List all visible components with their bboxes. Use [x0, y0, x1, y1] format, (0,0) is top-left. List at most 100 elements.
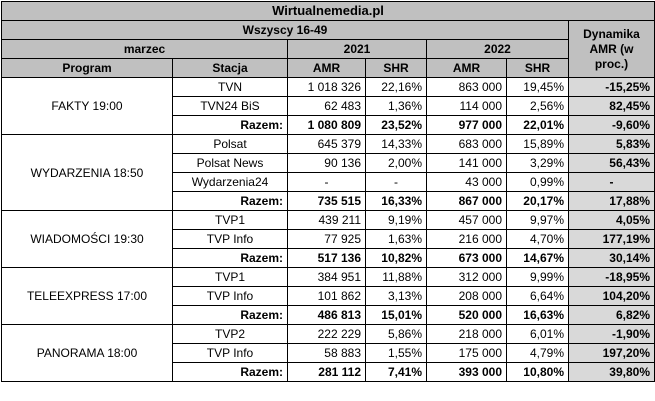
station-cell: Razem:: [172, 191, 288, 211]
station-column-header: Stacja: [172, 58, 288, 78]
program-name-cell: PANORAMA 18:00: [1, 324, 173, 382]
dynamics-cell: 56,43%: [568, 153, 655, 173]
shr-2021-cell: 3,13%: [365, 286, 427, 306]
dynamics-cell: 82,45%: [568, 96, 655, 116]
dynamics-cell: 30,14%: [568, 248, 655, 268]
shr-2022-cell: 6,64%: [506, 286, 569, 306]
station-cell: TVP1: [172, 210, 288, 230]
program-name-cell: FAKTY 19:00: [1, 77, 173, 135]
station-cell: TVP Info: [172, 286, 288, 306]
station-cell: TVP Info: [172, 343, 288, 363]
amr-2021-cell: 77 925: [287, 229, 366, 249]
shr-2021-cell: 14,33%: [365, 134, 427, 154]
table-row: FAKTY 19:00 TVN 1 018 326 22,16% 863 000 19,4…: [1, 77, 655, 135]
amr-2022-cell: 977 000: [426, 115, 507, 135]
station-cell: Razem:: [172, 305, 288, 325]
dynamics-cell: 104,20%: [568, 286, 655, 306]
table-total-row: Razem: 281 112 7,41% 393 000 10,80% 39,80%: [2, 362, 655, 382]
dynamics-cell: -1,90%: [568, 324, 655, 344]
station-cell: Polsat News: [172, 153, 288, 173]
amr-2022-cell: 673 000: [426, 248, 507, 268]
station-cell: Polsat: [172, 134, 288, 154]
station-cell: Razem:: [172, 362, 288, 382]
audience-header: Wszyscy 16-49: [1, 20, 569, 40]
amr-2022-column-header: AMR: [426, 58, 507, 78]
month-header: marzec: [1, 39, 288, 59]
shr-2022-cell: 6,01%: [506, 324, 569, 344]
amr-2021-column-header: AMR: [287, 58, 366, 78]
shr-2022-cell: 4,79%: [506, 343, 569, 363]
shr-2022-cell: 10,80%: [506, 362, 569, 382]
program-column-header: Program: [1, 58, 173, 78]
ratings-table: Wirtualnemedia.pl Wszyscy 16-49 Dynamika…: [1, 1, 655, 382]
station-cell: Wydarzenia24: [172, 172, 288, 192]
table-row: TVP Info 101 862 3,13% 208 000 6,64% 104,20%: [2, 286, 655, 306]
shr-2022-cell: 20,17%: [506, 191, 569, 211]
dynamics-header: Dynamika AMR (w proc.): [568, 20, 655, 78]
amr-2021-cell: 58 883: [287, 343, 366, 363]
amr-2022-cell: 218 000: [426, 324, 507, 344]
dynamics-cell: 197,20%: [568, 343, 655, 363]
program-name-cell: WYDARZENIA 18:50: [1, 134, 173, 211]
shr-2022-column-header: SHR: [506, 58, 569, 78]
amr-2021-cell: 1 080 809: [287, 115, 366, 135]
shr-2022-cell: 9,97%: [506, 210, 569, 230]
shr-2022-cell: 4,70%: [506, 229, 569, 249]
shr-2021-cell: 2,00%: [365, 153, 427, 173]
amr-2021-cell: 735 515: [287, 191, 366, 211]
station-cell: TVP2: [172, 324, 288, 344]
amr-2022-cell: 457 000: [426, 210, 507, 230]
amr-2022-cell: 114 000: [426, 96, 507, 116]
shr-2021-cell: 23,52%: [365, 115, 427, 135]
station-cell: TVN24 BiS: [172, 96, 288, 116]
shr-2022-cell: 9,99%: [506, 267, 569, 287]
amr-2022-cell: 312 000: [426, 267, 507, 287]
amr-2022-cell: 216 000: [426, 229, 507, 249]
amr-2021-cell: 62 483: [287, 96, 366, 116]
shr-2021-cell: -: [365, 172, 427, 192]
amr-2021-cell: 645 379: [287, 134, 366, 154]
amr-2022-cell: 863 000: [426, 77, 507, 97]
shr-2021-cell: 5,86%: [365, 324, 427, 344]
shr-2021-cell: 1,63%: [365, 229, 427, 249]
table-row: TELEEXPRESS 17:00 TVP1 384 951 11,88% 312 00…: [1, 267, 655, 325]
amr-2022-cell: 43 000: [426, 172, 507, 192]
table-row: Wydarzenia24- -43 000 0,99% -: [2, 172, 655, 192]
amr-2022-cell: 393 000: [426, 362, 507, 382]
table-total-row: Razem: 486 813 15,01% 520 000 16,63% 6,82%: [2, 305, 655, 325]
shr-2022-cell: 2,56%: [506, 96, 569, 116]
station-cell: TVN: [172, 77, 288, 97]
table-row: TVN24 BiS 62 483 1,36% 114 000 2,56% 82,45%: [2, 96, 655, 116]
table-row: WYDARZENIA 18:50 Polsat 645 379 14,33% 683 0…: [1, 134, 655, 211]
amr-2021-cell: 439 211: [287, 210, 366, 230]
table-total-row: Razem: 735 515 16,33% 867 000 20,17% 17,88%: [2, 191, 655, 211]
shr-2022-cell: 16,63%: [506, 305, 569, 325]
dynamics-cell: -9,60%: [568, 115, 655, 135]
dynamics-cell: 5,83%: [568, 134, 655, 154]
shr-2021-cell: 11,88%: [365, 267, 427, 287]
shr-2022-cell: 0,99%: [506, 172, 569, 192]
amr-2022-cell: 141 000: [426, 153, 507, 173]
amr-2022-cell: 867 000: [426, 191, 507, 211]
amr-2021-cell: 384 951: [287, 267, 366, 287]
table-body: FAKTY 19:00 TVN 1 018 326 22,16% 863 000 19,4…: [1, 77, 655, 382]
shr-2021-cell: 1,55%: [365, 343, 427, 363]
dynamics-cell: -18,95%: [568, 267, 655, 287]
shr-2021-cell: 15,01%: [365, 305, 427, 325]
amr-2021-cell: 517 136: [287, 248, 366, 268]
shr-2022-cell: 15,89%: [506, 134, 569, 154]
table-total-row: Razem: 517 136 10,82% 673 000 14,67% 30,14%: [2, 248, 655, 268]
amr-2021-cell: 101 862: [287, 286, 366, 306]
amr-2021-cell: 1 018 326: [287, 77, 366, 97]
amr-2022-cell: 208 000: [426, 286, 507, 306]
amr-2021-cell: 90 136: [287, 153, 366, 173]
dynamics-cell: 6,82%: [568, 305, 655, 325]
amr-2022-cell: 175 000: [426, 343, 507, 363]
amr-2021-cell: 222 229: [287, 324, 366, 344]
dynamics-cell: 177,19%: [568, 229, 655, 249]
station-cell: Razem:: [172, 115, 288, 135]
year-2021-header: 2021: [287, 39, 427, 59]
station-cell: TVP1: [172, 267, 288, 287]
amr-2022-cell: 683 000: [426, 134, 507, 154]
program-name-cell: WIADOMOŚCI 19:30: [1, 210, 173, 268]
